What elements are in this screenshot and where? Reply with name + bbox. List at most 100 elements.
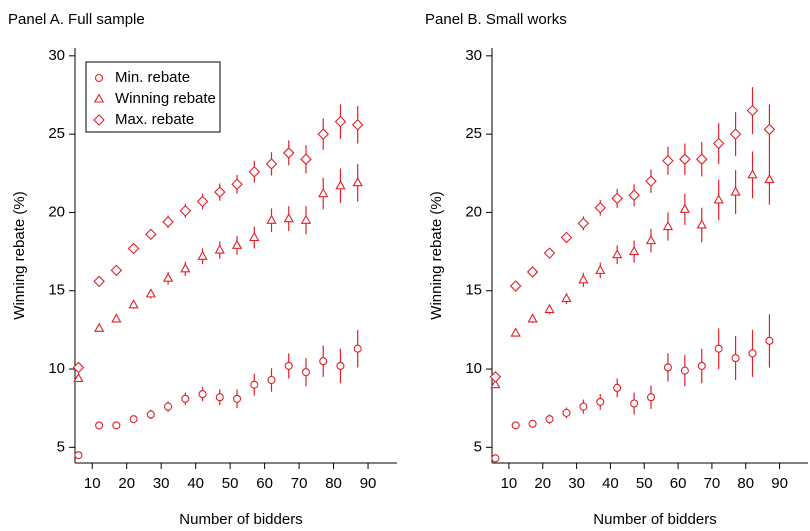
data-point (162, 216, 174, 228)
data-point (628, 245, 640, 256)
data-point (232, 394, 242, 403)
data-point (197, 250, 208, 260)
y-tick-label: 15 (465, 282, 482, 299)
data-point (578, 274, 589, 284)
data-point (630, 399, 639, 408)
data-point (267, 375, 276, 385)
data-point (283, 213, 294, 223)
data-point (353, 344, 362, 353)
y-tick-label: 5 (57, 438, 65, 455)
data-point (93, 322, 105, 332)
data-point (215, 393, 224, 402)
data-point (628, 189, 640, 201)
data-point (300, 214, 312, 224)
data-point (111, 313, 122, 323)
y-axis-label: Winning rebate (%) (11, 191, 28, 319)
data-point (335, 180, 346, 190)
legend-marker (93, 93, 105, 103)
x-tick-label: 80 (325, 475, 342, 492)
data-point (317, 128, 330, 140)
data-point (747, 169, 758, 179)
y-tick-label: 20 (48, 203, 65, 220)
x-axis-label: Number of bidders (179, 511, 302, 528)
x-tick-label: 40 (187, 475, 204, 492)
data-point (612, 249, 623, 259)
data-point (196, 195, 209, 208)
data-point (526, 266, 539, 278)
x-tick-label: 10 (501, 475, 518, 492)
data-point (730, 186, 741, 196)
data-point (491, 454, 500, 463)
data-point (646, 393, 656, 402)
data-point (74, 451, 83, 460)
data-point (663, 363, 672, 372)
data-point (562, 408, 571, 417)
data-point (763, 123, 776, 136)
x-tick-label: 50 (636, 475, 653, 492)
data-point (731, 354, 740, 363)
data-point (250, 380, 259, 389)
data-point (696, 219, 707, 229)
data-point (214, 244, 225, 254)
data-point (577, 217, 590, 230)
x-tick-label: 30 (568, 475, 585, 492)
data-point (748, 349, 757, 358)
y-tick-label: 5 (474, 438, 482, 455)
data-point (352, 177, 363, 187)
x-tick-label: 70 (291, 475, 308, 492)
data-point (595, 264, 606, 274)
y-tick-label: 20 (465, 203, 482, 220)
x-tick-label: 50 (222, 475, 239, 492)
data-point (545, 415, 554, 424)
data-point (714, 344, 723, 353)
legend-label: Max. rebate (115, 111, 194, 128)
data-point (543, 247, 556, 259)
data-point (319, 357, 328, 366)
data-point (145, 228, 157, 241)
data-point (544, 303, 555, 314)
data-point (127, 242, 140, 255)
data-point (214, 186, 226, 198)
data-point (679, 203, 690, 213)
data-point (112, 421, 121, 430)
data-point (336, 361, 345, 370)
data-point (318, 188, 329, 198)
data-point (73, 372, 84, 382)
data-point (231, 178, 243, 191)
y-tick-label: 30 (48, 47, 65, 64)
data-point (511, 421, 520, 430)
x-axis-label: Number of bidders (593, 511, 716, 528)
data-point (128, 299, 139, 309)
data-point (282, 147, 295, 159)
x-tick-label: 30 (153, 475, 170, 492)
data-point (679, 153, 691, 165)
data-point (729, 128, 742, 140)
data-point (645, 234, 657, 245)
data-point (198, 390, 207, 399)
data-point (146, 410, 155, 419)
data-point (95, 421, 104, 430)
data-point (110, 264, 123, 277)
data-point (162, 272, 174, 282)
data-point (764, 173, 775, 184)
x-tick-label: 20 (118, 475, 135, 492)
data-point (528, 419, 537, 428)
data-point (93, 275, 105, 288)
x-tick-label: 20 (534, 475, 551, 492)
data-point (662, 154, 674, 167)
data-point (746, 104, 759, 117)
data-point (596, 397, 605, 406)
y-tick-label: 25 (465, 125, 482, 142)
data-point (334, 115, 347, 128)
data-point (284, 361, 293, 370)
data-point (489, 371, 502, 383)
data-point (645, 175, 657, 187)
data-point (560, 231, 573, 244)
data-point (181, 394, 190, 403)
data-point (712, 137, 725, 150)
legend-marker (93, 114, 105, 126)
data-point (72, 361, 85, 374)
data-point (248, 165, 261, 178)
data-point (490, 379, 501, 389)
